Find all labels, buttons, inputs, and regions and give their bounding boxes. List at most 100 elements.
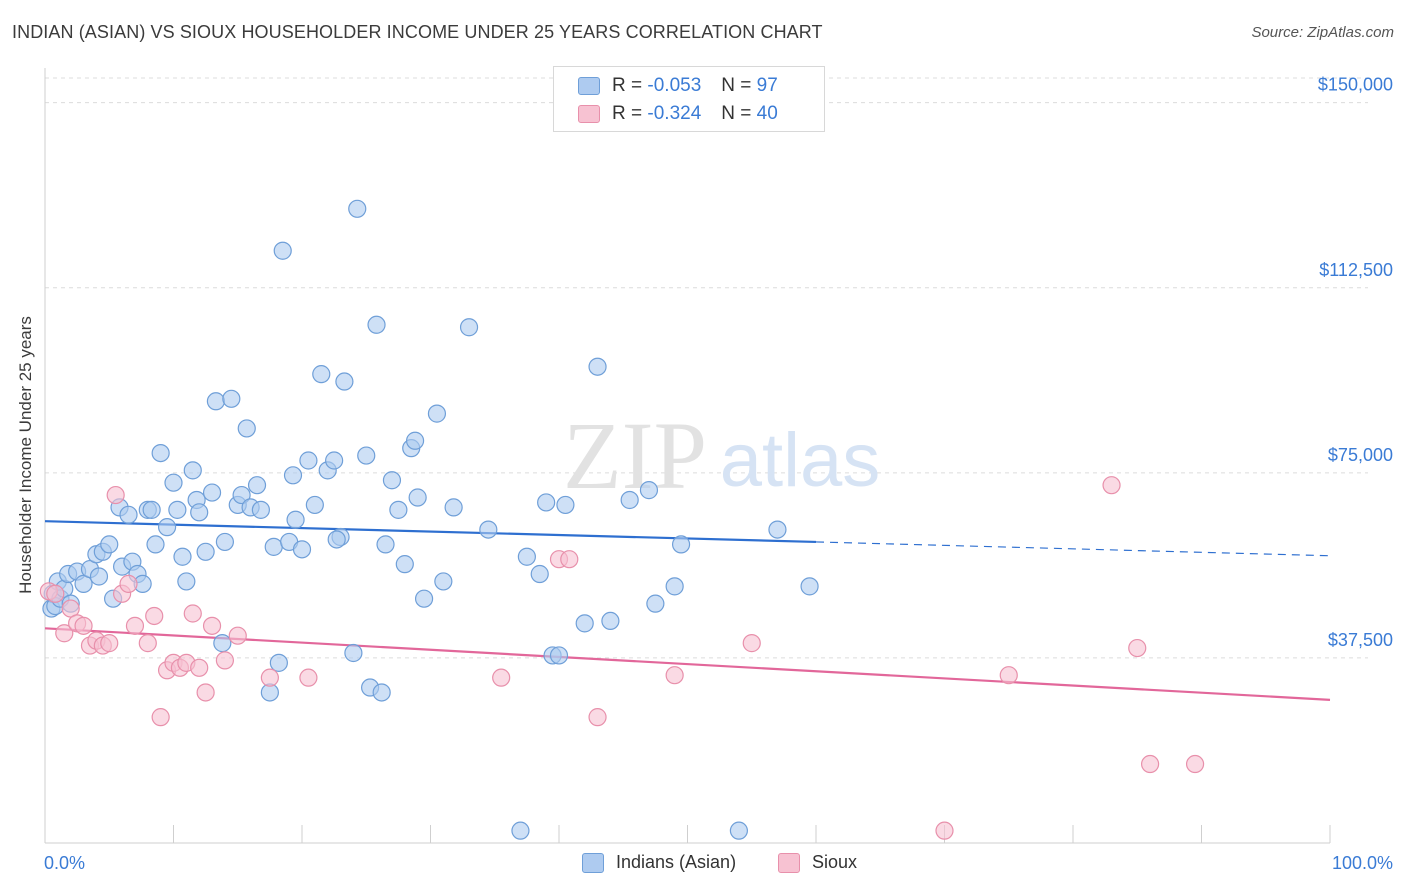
indians-point [173, 547, 192, 566]
series-label-sioux: Sioux [812, 852, 858, 872]
sioux-point [1140, 754, 1160, 774]
indians-point [190, 503, 209, 522]
sioux-point [145, 606, 164, 626]
sioux-point [492, 668, 511, 687]
indians-point [196, 542, 215, 561]
sioux-point [228, 626, 247, 645]
indians-point [151, 443, 170, 463]
legend-r-value: -0.324 [647, 103, 702, 124]
indians-point [382, 471, 402, 490]
series-label-indians: Indians (Asian) [616, 852, 737, 872]
sioux-point [665, 666, 684, 685]
sioux-point [151, 708, 170, 727]
indians-point [299, 451, 318, 470]
indians-point [232, 485, 251, 505]
series-swatch-sioux [778, 852, 800, 873]
indians-point [264, 537, 283, 556]
indians-point [206, 392, 226, 411]
indians-point [119, 505, 138, 524]
y-tick-label: $150,000 [1318, 75, 1393, 95]
indians-point [427, 404, 447, 423]
legend-row-indians: R = -0.053 N = 97 [578, 74, 778, 98]
sioux-point [260, 668, 279, 687]
sioux-point [215, 651, 234, 670]
legend-r-label: R = [612, 103, 643, 124]
indians-point [479, 520, 498, 539]
sioux-point [742, 634, 761, 653]
indians-point [549, 646, 569, 665]
indians-point [283, 466, 303, 485]
sioux-point [999, 666, 1018, 685]
indians-point [620, 490, 639, 510]
series-legend-indians: Indians (Asian) [582, 852, 736, 873]
indians-point [665, 577, 684, 596]
sioux-point [1128, 638, 1147, 658]
indians-point [247, 476, 267, 495]
indians-point [376, 535, 395, 554]
indians-point [601, 611, 620, 631]
indians-point [286, 510, 305, 529]
indians-point [335, 372, 354, 391]
indians-point [202, 483, 222, 502]
legend-n-value: 97 [756, 75, 778, 96]
legend-n-value: 40 [756, 103, 778, 124]
sioux-point [1185, 754, 1205, 774]
sioux-point [935, 821, 954, 840]
indians-point [215, 532, 234, 552]
indians-point [800, 577, 819, 596]
legend-r-label: R = [612, 75, 643, 96]
y-axis-label: Householder Income Under 25 years [16, 316, 35, 594]
source-label: Source: ZipAtlas.com [1251, 24, 1394, 41]
series-legend-sioux: Sioux [778, 852, 857, 873]
legend-n-label: N = [721, 103, 752, 124]
indians-point [273, 241, 292, 260]
indians-point [183, 461, 202, 480]
indians-point [269, 653, 288, 672]
indians-point [157, 518, 177, 537]
sioux-point [196, 683, 215, 702]
indians-point [517, 547, 536, 566]
indians-point [434, 572, 453, 591]
indians-point [530, 564, 549, 584]
indians-point [237, 419, 256, 438]
indians-point [168, 500, 187, 519]
sioux-point [125, 616, 145, 635]
indians-point [639, 481, 659, 500]
x-tick-label: 0.0% [44, 853, 85, 873]
correlation-legend: R = -0.053 N = 97 R = -0.324 N = 40 [553, 66, 825, 132]
sioux-point [1102, 476, 1121, 495]
legend-swatch-indians [578, 77, 600, 95]
indians-point [327, 530, 346, 549]
y-tick-label: $112,500 [1319, 260, 1393, 280]
indians-point [671, 535, 691, 554]
sioux-point [588, 708, 607, 727]
indians-trend-extension [815, 541, 1331, 557]
y-tick-label: $37,500 [1328, 630, 1393, 650]
legend-row-sioux: R = -0.324 N = 40 [578, 102, 778, 126]
sioux-point [138, 634, 157, 653]
axes [44, 68, 1331, 844]
indians-point [556, 495, 575, 515]
indians-point [389, 500, 408, 519]
sioux-trend-line [44, 627, 1331, 701]
indians-point [222, 389, 241, 408]
indians-point [146, 535, 165, 554]
watermark: ZIP atlas [563, 402, 880, 509]
indians-point [367, 315, 386, 334]
indians-point [405, 431, 425, 450]
sioux-point [202, 616, 222, 635]
indians-point [729, 821, 749, 840]
indians-point [395, 555, 414, 574]
indians-point [357, 446, 376, 465]
tick-labels: $37,500 $75,000 $112,500 $150,000 0.0% 100.0% [44, 75, 1393, 873]
sioux-point [55, 624, 74, 643]
indians-point [459, 318, 479, 337]
indians-point [444, 498, 463, 517]
indians-point [646, 594, 665, 613]
sioux-point [299, 668, 318, 687]
legend-swatch-sioux [578, 105, 600, 123]
sioux-point [183, 604, 202, 623]
data-points [39, 199, 1205, 840]
indians-point [251, 500, 270, 519]
